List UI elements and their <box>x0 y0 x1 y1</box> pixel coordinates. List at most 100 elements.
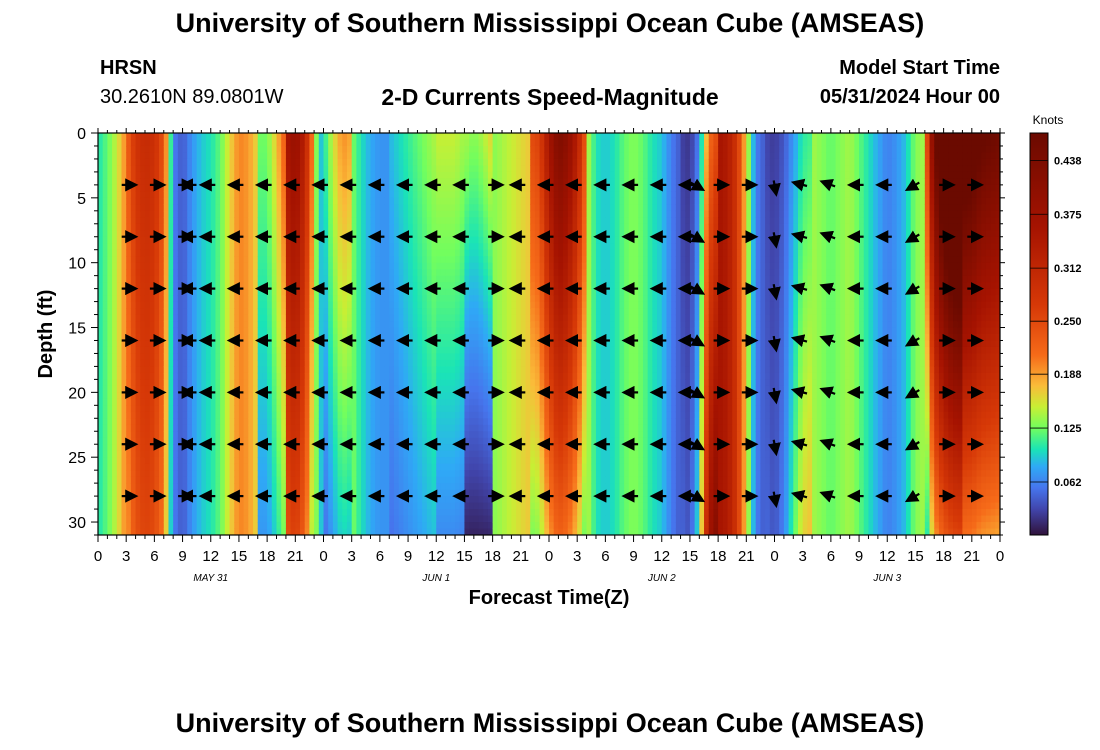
heatmap-cell <box>346 243 353 251</box>
heatmap-cell <box>262 463 268 471</box>
heatmap-cell <box>426 353 433 361</box>
heatmap-cell <box>149 359 155 368</box>
heatmap-cell <box>238 133 245 141</box>
heatmap-cell <box>469 437 475 445</box>
heatmap-cell <box>365 236 372 244</box>
heatmap-cell <box>191 424 198 432</box>
heatmap-cell <box>455 385 461 393</box>
heatmap-cell <box>389 437 395 445</box>
heatmap-cell <box>304 171 311 179</box>
heatmap-cell <box>285 308 292 316</box>
heatmap-cell <box>323 476 329 484</box>
heatmap-cell <box>426 243 433 251</box>
heatmap-cell <box>149 515 155 523</box>
heatmap-cell <box>267 249 273 257</box>
heatmap-cell <box>177 431 184 439</box>
heatmap-cell <box>121 463 127 471</box>
heatmap-cell <box>257 217 264 225</box>
heatmap-cell <box>281 424 287 432</box>
heatmap-cell <box>163 450 170 458</box>
heatmap-cell <box>375 197 381 205</box>
heatmap-cell <box>130 249 137 257</box>
heatmap-cell <box>281 522 287 530</box>
heatmap-cell <box>112 217 118 225</box>
heatmap-cell <box>243 437 249 445</box>
heatmap-cell <box>163 444 170 452</box>
heatmap-cell <box>182 359 188 368</box>
heatmap-cell <box>144 165 151 173</box>
heatmap-cell <box>384 327 390 335</box>
heatmap-cell <box>337 379 343 387</box>
heatmap-cell <box>257 405 264 413</box>
heatmap-cell <box>262 450 268 458</box>
heatmap-cell <box>332 405 339 413</box>
heatmap-cell <box>365 139 372 147</box>
heatmap-cell <box>234 502 240 510</box>
heatmap-cell <box>379 476 386 484</box>
heatmap-cell <box>154 152 160 160</box>
heatmap-cell <box>234 171 240 179</box>
heatmap-cell <box>403 256 409 264</box>
heatmap-cell <box>431 418 437 426</box>
heatmap-cell <box>365 256 372 264</box>
heatmap-cell <box>445 463 451 471</box>
heatmap-cell <box>177 515 184 523</box>
heatmap-cell <box>459 483 466 491</box>
heatmap-cell <box>234 158 240 167</box>
heatmap-cell <box>328 210 334 218</box>
heatmap-cell <box>220 282 226 290</box>
heatmap-cell <box>379 178 386 186</box>
heatmap-cell <box>234 411 240 419</box>
heatmap-cell <box>215 249 221 257</box>
heatmap-cell <box>271 308 278 316</box>
heatmap-cell <box>121 385 127 393</box>
heatmap-cell <box>450 418 456 426</box>
heatmap-cell <box>210 327 217 335</box>
heatmap-cell <box>243 366 249 374</box>
heatmap-cell <box>351 133 357 141</box>
heatmap-cell <box>201 476 207 484</box>
heatmap-cell <box>196 282 202 290</box>
heatmap-cell <box>464 476 470 484</box>
heatmap-cell <box>126 470 132 478</box>
heatmap-cell <box>220 217 226 225</box>
heatmap-cell <box>464 275 470 283</box>
heatmap-cell <box>267 489 273 497</box>
heatmap-cell <box>375 269 381 277</box>
heatmap-cell <box>112 515 118 523</box>
heatmap-cell <box>126 457 132 465</box>
heatmap-cell <box>459 522 466 530</box>
heatmap-cell <box>426 489 433 497</box>
heatmap-cell <box>149 133 155 141</box>
heatmap-cell <box>464 463 470 471</box>
heatmap-cell <box>370 191 376 199</box>
heatmap-cell <box>130 301 137 309</box>
heatmap-cell <box>163 379 170 387</box>
heatmap-cell <box>422 133 428 141</box>
heatmap-cell <box>144 295 151 303</box>
heatmap-cell <box>196 515 202 523</box>
heatmap-cell <box>130 230 137 238</box>
heatmap-cell <box>464 411 470 419</box>
heatmap-cell <box>215 353 221 361</box>
heatmap-cell <box>393 282 400 290</box>
heatmap-cell <box>412 256 419 264</box>
heatmap-cell <box>257 359 264 368</box>
heatmap-cell <box>206 152 212 160</box>
heatmap-cell <box>370 282 376 290</box>
heatmap-cell <box>220 444 226 452</box>
heatmap-cell <box>337 353 343 361</box>
heatmap-cell <box>220 528 226 535</box>
heatmap-cell <box>154 327 160 335</box>
heatmap-cell <box>412 139 419 147</box>
heatmap-cell <box>121 178 127 186</box>
heatmap-cell <box>436 275 442 283</box>
heatmap-cell <box>112 204 118 212</box>
heatmap-cell <box>98 321 104 329</box>
heatmap-cell <box>210 230 217 238</box>
heatmap-cell <box>107 372 113 380</box>
heatmap-cell <box>262 269 268 277</box>
heatmap-cell <box>351 470 357 478</box>
heatmap-cell <box>144 372 151 380</box>
heatmap-cell <box>98 269 104 277</box>
